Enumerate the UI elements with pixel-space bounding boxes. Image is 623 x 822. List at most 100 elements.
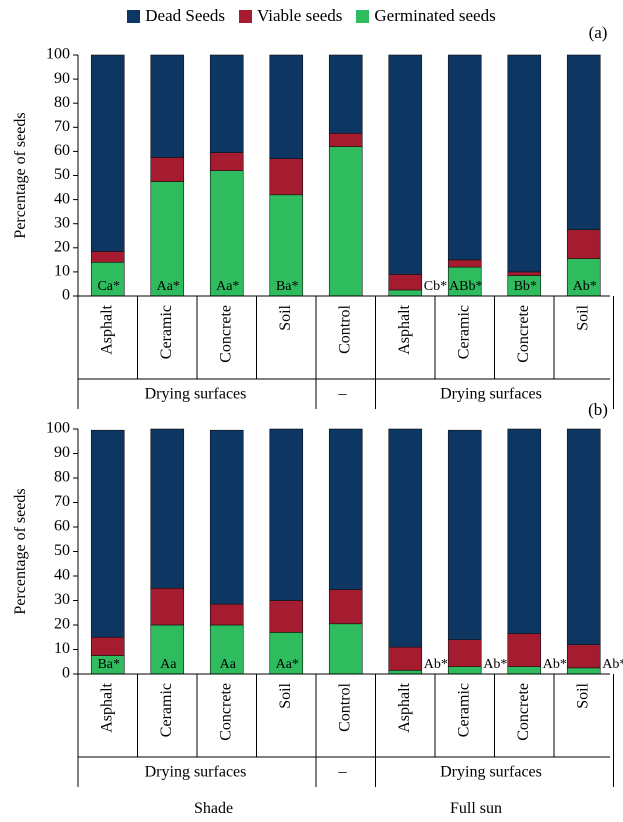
y-tick-label: 90 bbox=[54, 444, 70, 461]
bar-segment-germinated bbox=[388, 670, 423, 675]
bar-segment-germinated bbox=[209, 624, 244, 675]
bar-annotation: ABb* bbox=[449, 279, 482, 294]
bar-segment-dead bbox=[388, 54, 423, 275]
legend-swatch-dead bbox=[127, 9, 141, 23]
y-tick-label: 60 bbox=[54, 142, 70, 159]
bar-segment-germinated bbox=[447, 666, 482, 675]
y-tick-label: 50 bbox=[54, 166, 70, 183]
bar-segment-viable bbox=[90, 251, 125, 263]
x-group-label: Drying surfaces bbox=[440, 386, 542, 403]
x-category-label: Asphalt bbox=[396, 682, 413, 732]
legend-label-dead: Dead Seeds bbox=[145, 6, 226, 25]
bar-segment-dead bbox=[447, 429, 482, 641]
y-axis-label: Percentage of seeds bbox=[12, 112, 29, 238]
x-category-label: Concrete bbox=[515, 305, 532, 363]
x-category-label: Concrete bbox=[217, 305, 234, 363]
y-tick-label: 10 bbox=[54, 263, 70, 280]
legend-label-germinated: Germinated seeds bbox=[374, 6, 496, 25]
x-category-label: Soil bbox=[574, 304, 591, 330]
bar-segment-germinated bbox=[328, 623, 363, 675]
bar-segment-viable bbox=[566, 229, 601, 259]
x-category-label: Soil bbox=[277, 682, 294, 708]
bar-segment-viable bbox=[150, 587, 185, 626]
bar-segment-dead bbox=[328, 428, 363, 590]
bar-segment-viable bbox=[507, 633, 542, 667]
bar-segment-viable bbox=[209, 603, 244, 626]
bar-annotation: Aa* bbox=[216, 279, 239, 294]
bar-segment-germinated bbox=[566, 258, 601, 297]
y-tick-label: 100 bbox=[46, 420, 70, 437]
bar-segment-dead bbox=[566, 54, 601, 231]
y-tick-label: 10 bbox=[54, 640, 70, 657]
x-group-label: Drying surfaces bbox=[145, 764, 247, 781]
bar-segment-germinated bbox=[209, 170, 244, 297]
bar-annotation: Ab* bbox=[573, 279, 597, 294]
bar-annotation: Ab* bbox=[424, 657, 448, 672]
bar-segment-viable bbox=[447, 259, 482, 268]
condition-label-shade: Shade bbox=[194, 800, 234, 817]
bar-segment-germinated bbox=[269, 194, 304, 297]
x-group-label: – bbox=[338, 386, 348, 403]
x-category-label: Ceramic bbox=[158, 305, 175, 359]
bar-annotation: Aa bbox=[160, 657, 177, 672]
bar-segment-dead bbox=[150, 428, 185, 589]
x-category-label: Asphalt bbox=[98, 304, 115, 354]
x-category-label: Concrete bbox=[217, 683, 234, 741]
bar-segment-dead bbox=[447, 54, 482, 261]
condition-label-full-sun: Full sun bbox=[450, 800, 503, 817]
bar-annotation: Ab* bbox=[602, 657, 623, 672]
bar-segment-dead bbox=[150, 54, 185, 158]
bar-annotation: Aa* bbox=[157, 279, 180, 294]
x-category-label: Ceramic bbox=[455, 305, 472, 359]
legend-item-viable: Viable seeds bbox=[239, 6, 342, 26]
bar-segment-dead bbox=[507, 428, 542, 634]
bar-segment-viable bbox=[90, 636, 125, 656]
y-tick-label: 70 bbox=[54, 118, 70, 135]
bar-segment-dead bbox=[90, 54, 125, 252]
bar-annotation: Ab* bbox=[543, 657, 567, 672]
x-category-label: Asphalt bbox=[396, 304, 413, 354]
bar-annotation: Aa bbox=[220, 657, 237, 672]
x-category-label: Asphalt bbox=[98, 682, 115, 732]
bar-segment-viable bbox=[328, 133, 363, 147]
bar-segment-viable bbox=[269, 600, 304, 633]
bar-segment-dead bbox=[507, 54, 542, 273]
bar-segment-dead bbox=[90, 429, 125, 638]
y-tick-label: 40 bbox=[54, 567, 70, 584]
bar-segment-viable bbox=[150, 157, 185, 182]
legend-item-dead: Dead Seeds bbox=[127, 6, 225, 26]
x-category-label: Ceramic bbox=[455, 683, 472, 737]
bar-annotation: Ab* bbox=[483, 657, 507, 672]
x-category-label: Concrete bbox=[515, 683, 532, 741]
y-tick-label: 30 bbox=[54, 214, 70, 231]
bar-segment-viable bbox=[447, 639, 482, 667]
bar-segment-dead bbox=[269, 54, 304, 159]
panel-label: (a) bbox=[589, 23, 608, 42]
legend-swatch-viable bbox=[239, 9, 253, 23]
y-tick-label: 80 bbox=[54, 469, 70, 486]
panel-label: (b) bbox=[588, 400, 608, 419]
bar-segment-germinated bbox=[388, 289, 423, 297]
x-category-label: Soil bbox=[277, 304, 294, 330]
y-tick-label: 20 bbox=[54, 238, 70, 255]
x-category-label: Control bbox=[336, 682, 353, 731]
x-category-label: Soil bbox=[574, 682, 591, 708]
y-tick-label: 0 bbox=[62, 665, 70, 682]
y-tick-label: 90 bbox=[54, 70, 70, 87]
x-category-label: Control bbox=[336, 304, 353, 353]
y-tick-label: 30 bbox=[54, 591, 70, 608]
bar-segment-dead bbox=[328, 54, 363, 134]
y-tick-label: 40 bbox=[54, 190, 70, 207]
x-group-label: Drying surfaces bbox=[440, 764, 542, 781]
bar-segment-dead bbox=[388, 428, 423, 648]
y-tick-label: 20 bbox=[54, 616, 70, 633]
bar-annotation: Bb* bbox=[514, 279, 537, 294]
y-tick-label: 0 bbox=[62, 287, 70, 304]
bar-annotation: Aa* bbox=[276, 657, 299, 672]
bar-segment-viable bbox=[328, 589, 363, 625]
x-group-label: Drying surfaces bbox=[145, 386, 247, 403]
bar-segment-dead bbox=[269, 428, 304, 601]
bar-annotation: Ca* bbox=[97, 279, 120, 294]
y-axis-label: Percentage of seeds bbox=[12, 488, 29, 614]
